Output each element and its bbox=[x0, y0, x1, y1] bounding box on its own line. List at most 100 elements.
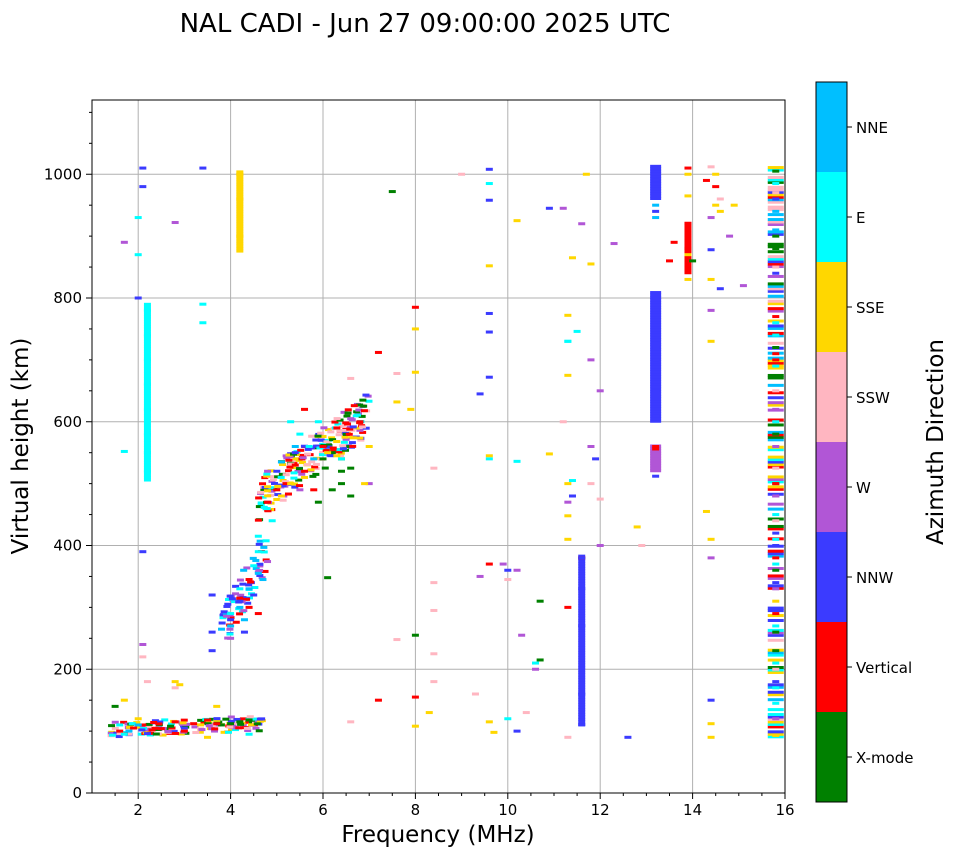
point-e bbox=[116, 723, 124, 727]
point-w bbox=[347, 417, 355, 421]
E-trace-mark bbox=[111, 726, 119, 730]
point-nnw bbox=[578, 587, 586, 591]
azure-column-mark bbox=[650, 325, 662, 329]
point-w bbox=[707, 308, 715, 312]
point-ssw bbox=[430, 680, 438, 684]
point-sse bbox=[134, 717, 142, 721]
right-column-mark bbox=[767, 517, 784, 521]
point-vertical bbox=[772, 352, 780, 356]
nnw-column-mark bbox=[578, 663, 586, 667]
upper-nnw-mark bbox=[650, 192, 662, 196]
E-trace-mark bbox=[135, 725, 143, 729]
point-sse bbox=[236, 172, 244, 176]
F2-trace-mark bbox=[244, 601, 252, 605]
point-nnw bbox=[568, 494, 576, 498]
F-trace-mark bbox=[308, 460, 316, 464]
nnw-column-mark bbox=[578, 638, 586, 642]
x-tick-label: 6 bbox=[318, 801, 328, 819]
point-e bbox=[337, 457, 345, 461]
point-vertical bbox=[772, 358, 780, 362]
sse-column-mark bbox=[236, 219, 244, 223]
point-sse bbox=[333, 454, 341, 458]
colorbar-tick-label: X-mode bbox=[856, 749, 913, 767]
x-tick-label: 2 bbox=[133, 801, 143, 819]
point-nne bbox=[310, 457, 318, 461]
cyan-column-mark bbox=[143, 389, 151, 393]
F-trace-mark bbox=[331, 420, 339, 424]
point-e bbox=[772, 562, 780, 566]
y-axis-ticks: 0 200 400 600 800 1000 bbox=[44, 111, 92, 802]
right-column-mark bbox=[767, 166, 784, 170]
nnw-column-mark bbox=[578, 601, 586, 605]
cyan-column-mark bbox=[143, 349, 151, 353]
right-column-mark bbox=[767, 463, 784, 467]
point-x-mode bbox=[772, 169, 780, 173]
azure-column-mark bbox=[650, 372, 662, 376]
point-sse bbox=[684, 277, 692, 281]
right-column-mark bbox=[767, 455, 784, 459]
right-column-mark bbox=[767, 638, 784, 642]
red-column-mark bbox=[684, 234, 692, 238]
F-trace-mark bbox=[327, 430, 335, 434]
point-vertical bbox=[374, 350, 382, 354]
F2-trace-mark bbox=[260, 550, 268, 554]
azure-column-mark bbox=[650, 377, 662, 381]
F-trace-mark bbox=[255, 505, 263, 509]
point-vertical bbox=[204, 718, 211, 722]
point-x-mode bbox=[319, 457, 327, 461]
E-trace-mark bbox=[152, 732, 160, 736]
point-sse bbox=[568, 256, 576, 260]
red-column-mark bbox=[684, 236, 692, 240]
F-trace-mark bbox=[349, 444, 357, 448]
F-trace-mark bbox=[263, 507, 271, 511]
red-column-mark bbox=[684, 248, 692, 252]
point-w bbox=[772, 587, 780, 591]
E-trace-mark bbox=[180, 718, 188, 722]
colorbar-label: Azimuth Direction bbox=[923, 339, 949, 545]
F-trace-mark bbox=[333, 417, 341, 421]
cyan-column-mark bbox=[143, 339, 151, 343]
cyan-column-mark bbox=[143, 426, 151, 430]
E-trace-mark bbox=[256, 717, 264, 721]
point-ssw bbox=[638, 544, 646, 547]
point-ssw bbox=[458, 172, 466, 176]
point-vertical bbox=[411, 695, 419, 699]
point-w bbox=[772, 494, 780, 498]
F-trace-mark bbox=[261, 476, 269, 480]
cyan-column-mark bbox=[143, 416, 151, 420]
point-e bbox=[504, 717, 512, 721]
F-trace-mark bbox=[299, 456, 307, 460]
cyan-column-mark bbox=[143, 419, 151, 423]
F-trace-mark bbox=[307, 468, 315, 472]
F-trace-mark bbox=[340, 429, 348, 433]
F-trace-mark bbox=[268, 489, 276, 493]
cyan-column-mark bbox=[143, 379, 151, 383]
sse-column-mark bbox=[236, 182, 244, 186]
F-trace-mark bbox=[296, 484, 304, 488]
azure-column-mark bbox=[650, 338, 662, 342]
point-nnw bbox=[707, 698, 715, 702]
point-ssw bbox=[522, 711, 530, 715]
point-nne bbox=[652, 203, 660, 207]
sse-column-mark bbox=[236, 187, 244, 191]
point-w bbox=[610, 242, 618, 246]
right-column-mark bbox=[767, 715, 784, 719]
F-trace-mark bbox=[311, 465, 319, 469]
right-column-mark bbox=[767, 576, 784, 580]
colorbar-segment bbox=[816, 712, 847, 802]
right-column-mark bbox=[767, 309, 784, 313]
azure-column-mark bbox=[650, 298, 662, 302]
F-trace-mark bbox=[356, 403, 364, 407]
point-x-mode bbox=[245, 718, 253, 722]
right-column-mark bbox=[767, 658, 784, 662]
point-sse bbox=[204, 735, 211, 739]
point-x-mode bbox=[772, 568, 780, 572]
F-trace-mark bbox=[273, 475, 281, 479]
E-trace-mark bbox=[222, 717, 230, 721]
point-nnw bbox=[485, 198, 493, 202]
colorbar-segment bbox=[816, 442, 847, 532]
E-trace-mark bbox=[205, 724, 213, 728]
cyan-column-mark bbox=[143, 317, 151, 321]
F-trace-mark bbox=[278, 472, 286, 476]
right-column-mark bbox=[767, 188, 784, 192]
